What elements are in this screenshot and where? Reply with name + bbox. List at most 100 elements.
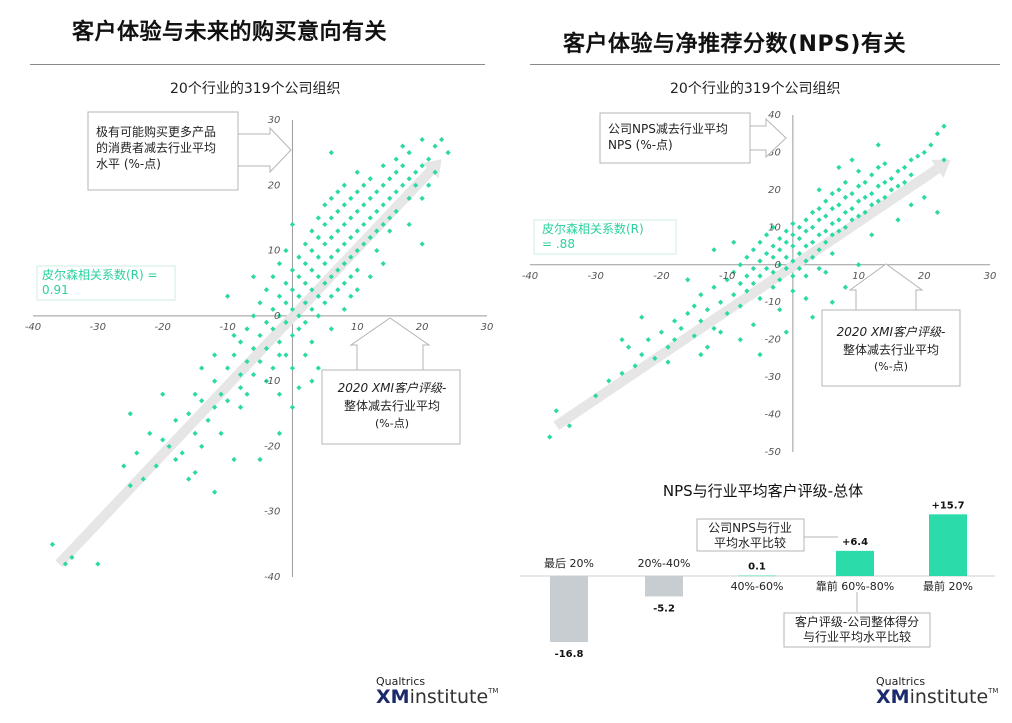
data-point	[49, 541, 56, 547]
data-point	[335, 287, 341, 293]
data-point	[875, 164, 881, 171]
data-point	[731, 269, 737, 275]
data-point	[348, 215, 354, 221]
data-point	[186, 411, 192, 417]
data-point	[237, 339, 244, 345]
bar-category-label: 靠前 60%-80%	[816, 579, 894, 593]
data-point	[348, 195, 354, 201]
data-point	[192, 391, 198, 397]
y-tick-label: -10	[765, 297, 781, 308]
data-point	[335, 189, 341, 195]
data-point	[406, 176, 412, 182]
data-point	[361, 182, 367, 188]
data-point	[62, 561, 69, 567]
data-point	[809, 314, 816, 320]
data-point	[335, 208, 341, 214]
bar-value-label: +6.4	[842, 537, 868, 548]
left-x-callout-arrow	[349, 317, 431, 371]
data-point	[315, 254, 321, 260]
data-point	[380, 182, 386, 188]
data-point	[717, 299, 724, 305]
data-point	[289, 306, 296, 312]
data-point	[901, 179, 908, 185]
data-point	[691, 333, 697, 339]
data-point	[836, 187, 842, 193]
logo-institute: institute	[909, 686, 989, 708]
data-point	[737, 337, 743, 343]
data-point	[237, 404, 244, 410]
right-title-divider	[530, 64, 1000, 65]
data-point	[770, 224, 776, 230]
data-point	[823, 213, 829, 219]
data-point	[289, 365, 296, 371]
left-chart-subtitle: 20个行业的319个公司组织	[170, 81, 341, 97]
bar-annotation-top: 公司NPS与行业	[708, 521, 792, 535]
data-point	[348, 234, 354, 241]
data-point	[639, 314, 645, 320]
data-point	[309, 228, 315, 234]
data-point	[855, 183, 862, 189]
data-point	[354, 247, 360, 254]
trend-arrow-head	[422, 159, 442, 179]
data-point	[283, 352, 289, 358]
data-point	[335, 267, 341, 273]
data-point	[257, 300, 263, 306]
data-point	[823, 269, 829, 275]
data-point	[69, 554, 75, 561]
data-point	[790, 220, 796, 227]
data-point	[283, 280, 289, 286]
data-point	[809, 209, 816, 215]
data-point	[731, 292, 737, 298]
data-point	[328, 326, 334, 332]
data-point	[665, 359, 671, 365]
data-point	[849, 191, 855, 197]
data-point	[842, 194, 849, 200]
y-tick-label: 0	[774, 260, 780, 271]
data-point	[921, 149, 927, 156]
x-tick-label: 20	[918, 271, 931, 282]
data-point	[809, 224, 816, 230]
data-point	[750, 322, 757, 328]
x-tick-label: -20	[155, 322, 171, 333]
data-point	[361, 202, 367, 208]
data-point	[658, 329, 665, 335]
data-point	[380, 261, 386, 267]
data-point	[354, 189, 360, 195]
data-point	[328, 234, 334, 241]
left-y-axis-annotation: 的消费者减去行业平均	[96, 140, 216, 155]
data-point	[685, 310, 691, 317]
data-point	[724, 277, 730, 283]
data-point	[862, 194, 868, 200]
data-point	[809, 239, 816, 245]
data-point	[302, 300, 308, 306]
data-point	[244, 358, 250, 365]
data-point	[283, 319, 289, 325]
data-point	[829, 250, 835, 257]
data-point	[393, 169, 399, 175]
y-tick-label: -40	[765, 410, 781, 421]
data-point	[315, 365, 321, 371]
data-point	[270, 326, 276, 332]
y-tick-label: -30	[264, 507, 280, 518]
data-point	[744, 254, 750, 260]
data-point	[212, 404, 218, 410]
right-chart-subtitle: 20个行业的319个公司组织	[670, 81, 841, 97]
right-correlation-label: = .88	[542, 237, 575, 251]
data-point	[908, 157, 914, 163]
data-point	[160, 437, 166, 443]
data-point	[790, 243, 796, 249]
bar-value-label: +15.7	[931, 500, 964, 511]
data-point	[348, 274, 354, 280]
data-point	[380, 202, 386, 208]
data-point	[882, 194, 888, 200]
data-point	[192, 469, 198, 476]
right-y-axis-annotation: 公司NPS减去行业平均	[608, 122, 728, 136]
data-point	[127, 411, 133, 417]
data-point	[231, 332, 237, 339]
data-point	[671, 337, 678, 343]
data-point	[393, 208, 399, 214]
logo-institute: institute	[409, 686, 489, 708]
data-point	[803, 295, 809, 302]
data-point	[309, 306, 315, 312]
data-point	[328, 254, 334, 260]
